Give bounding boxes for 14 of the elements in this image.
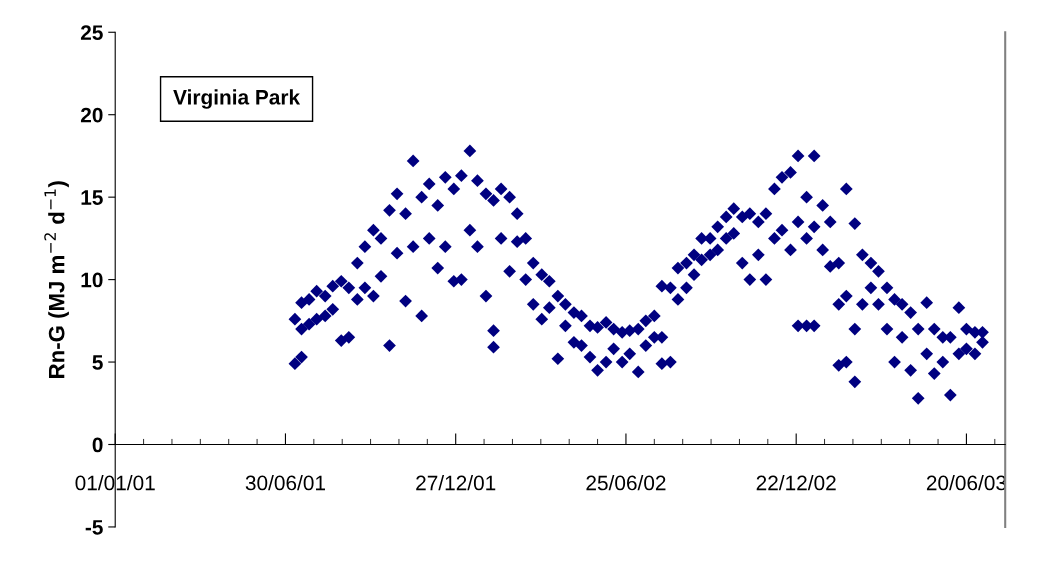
y-tick-label: -5 (85, 520, 103, 535)
text: Virginia Park (173, 89, 301, 109)
x-tick-label: 25/06/02 (586, 475, 666, 491)
y-tick-label: 20 (80, 107, 103, 123)
y-tick-label: 10 (81, 272, 103, 288)
y-tick-label: 5 (92, 355, 103, 370)
x-tick-label: 30/06/01 (245, 475, 325, 491)
x-tick-label: 22/12/02 (756, 475, 836, 491)
y-axis-title: Rn-G (MJ m$^{−2}$ d$^{−1}$) (44, 181, 69, 378)
y-tick-label: 0 (92, 437, 103, 453)
x-tick-label: 27/12/01 (416, 475, 496, 491)
x-tick-label: 20/06/03 (926, 475, 1007, 491)
y-tick-label: 25 (80, 25, 103, 41)
y-tick-label: 15 (81, 190, 103, 205)
